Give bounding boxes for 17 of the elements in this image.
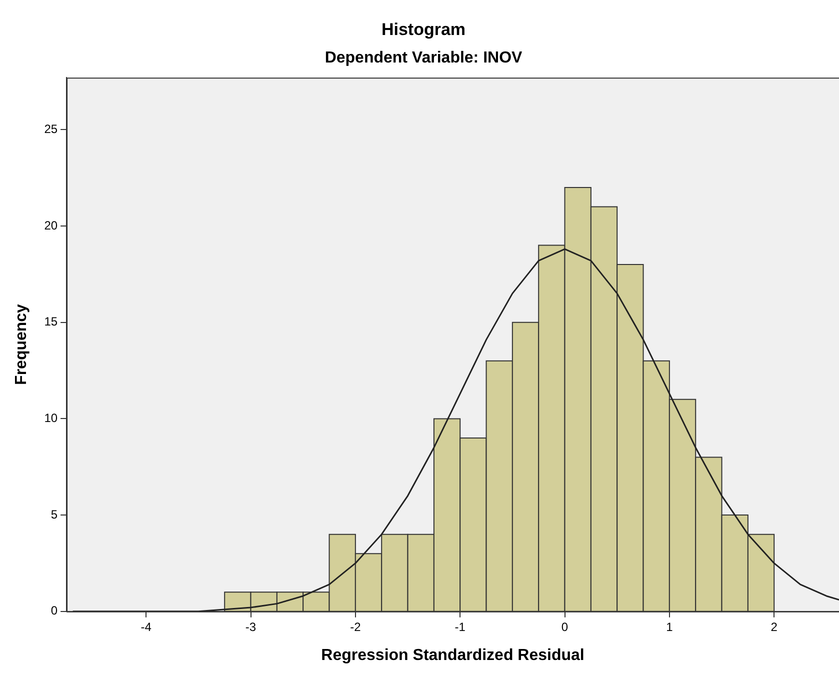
y-tick-label: 0 bbox=[50, 604, 58, 618]
x-tick-label: -2 bbox=[350, 620, 362, 634]
y-tick-label: 15 bbox=[44, 314, 58, 329]
x-tick-label: -3 bbox=[245, 620, 256, 634]
y-tick-label: 20 bbox=[44, 218, 58, 232]
x-tick-label: -4 bbox=[140, 620, 152, 634]
x-tick-label: 0 bbox=[561, 620, 568, 634]
chart-title: Histogram bbox=[381, 20, 466, 39]
x-axis-title: Regression Standardized Residual bbox=[321, 646, 584, 664]
chart-subtitle: Dependent Variable: INOV bbox=[324, 49, 523, 66]
y-tick-label: 5 bbox=[50, 507, 58, 522]
y-tick-label: 25 bbox=[44, 122, 58, 136]
y-tick-label: 10 bbox=[44, 411, 58, 426]
x-tick-label: 2 bbox=[770, 620, 778, 634]
x-tick-label: -1 bbox=[454, 620, 466, 634]
y-axis-title: Frequency bbox=[13, 304, 30, 385]
x-tick-label: 1 bbox=[666, 620, 674, 634]
